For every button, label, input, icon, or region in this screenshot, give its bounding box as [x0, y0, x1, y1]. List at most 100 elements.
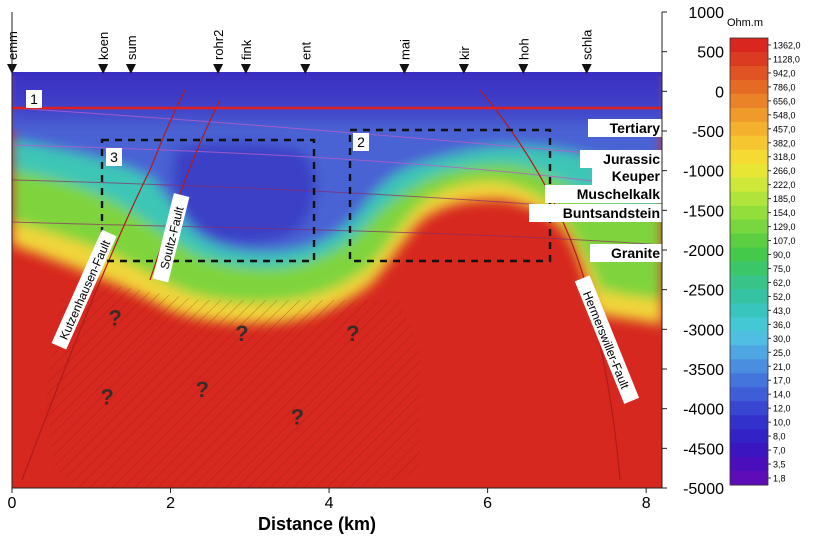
colorbar-label: 786,0 — [773, 82, 796, 92]
box-label-1: 1 — [26, 90, 42, 108]
colorbar-swatch — [730, 429, 768, 444]
layer-label-text: Buntsandstein — [563, 205, 660, 221]
y-tick-label: -1000 — [683, 164, 724, 181]
colorbar-swatch — [730, 177, 768, 193]
colorbar-swatch — [730, 38, 768, 53]
layer-label-tertiary: Tertiary — [588, 119, 662, 137]
colorbar-swatch — [730, 275, 768, 290]
y-tick-label: 0 — [715, 84, 724, 101]
lithology-trace — [12, 107, 662, 161]
colorbar-swatch — [730, 79, 768, 95]
colorbar-swatch — [730, 191, 768, 207]
station-marker-icon — [458, 64, 469, 74]
colorbar-swatch — [730, 205, 768, 221]
station-label: ent — [298, 42, 313, 60]
colorbar-label: 222,0 — [773, 180, 796, 190]
soultz-fault-line — [149, 99, 221, 281]
station-markers: emmkoensumrohr2finkentmaikirhohschla — [5, 29, 595, 74]
layer-label-buntsandstein: Buntsandstein — [529, 204, 662, 222]
colorbar-label: 8,0 — [773, 432, 786, 442]
colorbar-label: 75,0 — [773, 264, 791, 274]
colorbar-label: 129,0 — [773, 222, 796, 232]
colorbar-frame — [729, 37, 769, 486]
y-tick-label: -500 — [692, 124, 724, 141]
lithology-trace — [12, 144, 662, 191]
colorbar-swatch — [730, 219, 768, 235]
station-label: mai — [397, 39, 412, 60]
station-marker-icon — [98, 64, 109, 74]
deep-conductor-lobe — [172, 142, 315, 244]
x-tick-label: 0 — [8, 495, 17, 512]
colorbar-swatch — [730, 233, 768, 249]
x-tick-label: 4 — [325, 495, 334, 512]
station-label: sum — [124, 35, 139, 60]
station-label: fink — [239, 39, 254, 60]
colorbar-label: 12,0 — [773, 404, 791, 414]
colorbar-label: 52,0 — [773, 292, 791, 302]
colorbar-swatch — [730, 317, 768, 332]
colorbar-swatch — [730, 303, 768, 318]
colorbar-label: 1,8 — [773, 474, 786, 484]
station-label: hoh — [516, 38, 531, 60]
colorbar-swatch — [730, 443, 768, 458]
kutzenhausen-fault-line — [21, 89, 186, 481]
station-label: rohr2 — [211, 30, 226, 60]
unknown-question-mark: ? — [100, 385, 113, 410]
colorbar-label: 154,0 — [773, 208, 796, 218]
layer-label-jurassic: Jurassic — [580, 150, 662, 168]
y-tick-label: -1500 — [683, 203, 724, 220]
colorbar-unit: Ohm.m — [727, 17, 763, 29]
y-tick-label: -2500 — [683, 283, 724, 300]
colorbar-label: 656,0 — [773, 96, 796, 106]
colorbar-swatch — [730, 51, 768, 67]
colorbar-swatch — [730, 93, 768, 109]
colorbar-label: 548,0 — [773, 110, 796, 120]
box-3-outline — [100, 138, 316, 263]
layer-label-text: Granite — [611, 245, 660, 261]
colorbar-label: 266,0 — [773, 166, 796, 176]
layer-label-granite: Granite — [590, 244, 662, 262]
colorbar-swatch — [730, 345, 768, 360]
colorbar-label: 14,0 — [773, 390, 791, 400]
colorbar-label: 942,0 — [773, 68, 796, 78]
layer-label-text: Keuper — [612, 168, 661, 184]
colorbar-swatch — [730, 149, 768, 165]
station-marker-icon — [213, 64, 224, 74]
colorbar-swatch — [730, 401, 768, 416]
unknown-question-mark: ? — [346, 321, 359, 346]
unknown-question-mark: ? — [196, 377, 209, 402]
colorbar-swatch — [730, 121, 768, 137]
unknown-question-mark: ? — [235, 321, 248, 346]
layer-label-keuper: Keuper — [592, 167, 662, 185]
y-tick-label: -2000 — [683, 243, 724, 260]
x-tick-label: 2 — [166, 495, 175, 512]
y-tick-label: -3500 — [683, 362, 724, 379]
station-label: kir — [457, 46, 472, 60]
station-marker-icon — [240, 64, 251, 74]
colorbar-swatch — [730, 107, 768, 123]
y-tick-label: -5000 — [683, 481, 724, 498]
colorbar-swatch — [730, 135, 768, 151]
station-marker-icon — [399, 64, 410, 74]
colorbar-label: 43,0 — [773, 306, 791, 316]
shallow-conductor — [12, 72, 662, 130]
y-axis-ticks: 1000 500 0 -500 -1000 -1500 -2000 -2500 -3000 -35… — [662, 5, 724, 498]
colorbar-label: 107,0 — [773, 236, 796, 246]
y-tick-label: -4500 — [683, 441, 724, 458]
colorbar-label: 3,5 — [773, 460, 786, 470]
unknown-question-mark: ? — [108, 305, 121, 330]
box-label-text: 3 — [110, 149, 118, 165]
colorbar: 1362,0 1128,0 942,0 786,0 656,0 548,0 457,0 382… — [729, 37, 801, 486]
x-tick-label: 8 — [642, 495, 651, 512]
y-tick-label: -3000 — [683, 322, 724, 339]
colorbar-swatch — [730, 387, 768, 402]
station-label: schla — [580, 29, 595, 60]
colorbar-swatch — [730, 359, 768, 374]
station-marker-icon — [518, 64, 529, 74]
unknown-question-mark: ? — [291, 405, 304, 430]
colorbar-label: 17,0 — [773, 376, 791, 386]
colorbar-swatch — [730, 457, 768, 472]
box-label-2: 2 — [353, 133, 369, 151]
station-marker-icon — [125, 64, 136, 74]
